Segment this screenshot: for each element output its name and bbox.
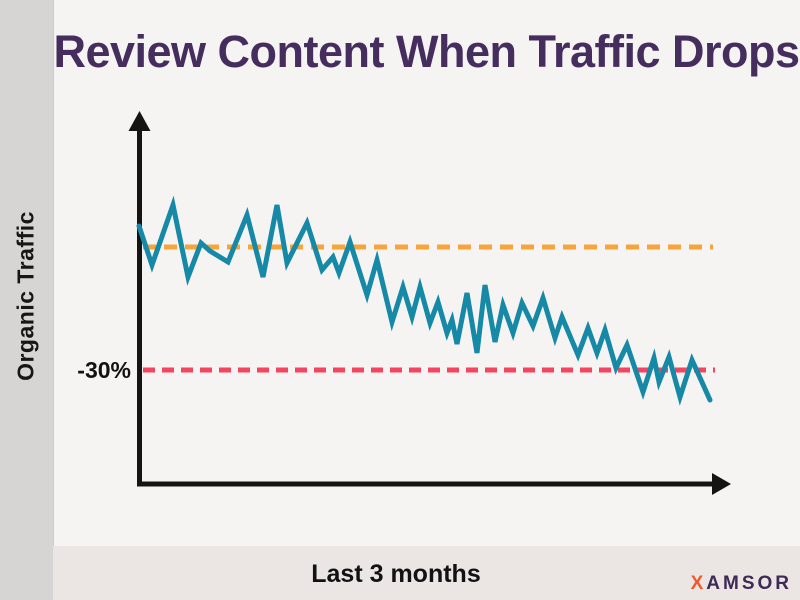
logo-letter-x: X [690,573,707,594]
footer-bar: Last 3 months XAMSOR [53,546,800,600]
xamsor-logo: XAMSOR [691,573,792,595]
logo-text: AMSOR [706,573,792,594]
threshold-label: -30% [77,357,131,383]
header: Review Content When Traffic Drops [53,26,800,78]
x-axis-arrow-icon [712,473,731,495]
organic-traffic-polyline [136,195,713,406]
y-axis-arrow-icon [128,111,151,131]
left-sidebar: Organic Traffic [0,0,54,600]
page-title: Review Content When Traffic Drops [53,26,800,77]
x-axis-title: Last 3 months [311,560,481,588]
